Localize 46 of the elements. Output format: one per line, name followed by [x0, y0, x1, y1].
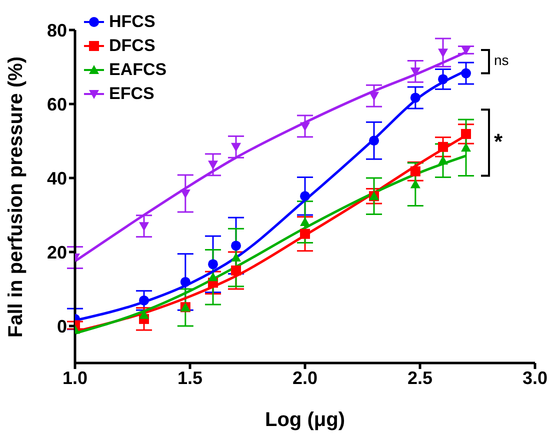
point	[369, 136, 379, 146]
legend-label: EFCS	[109, 84, 154, 104]
x-tick-label: 3.0	[522, 368, 548, 388]
point	[438, 156, 448, 165]
point	[300, 122, 310, 132]
y-tick-label: 60	[46, 94, 67, 114]
point	[410, 92, 420, 103]
y-tick-label: 80	[46, 20, 67, 40]
point	[231, 252, 241, 262]
point	[231, 266, 241, 276]
y-tick-label: 20	[46, 242, 67, 262]
y-axis-title: Fall in perfusion pressure (%)	[5, 56, 27, 338]
point	[461, 68, 471, 78]
annotation: *	[494, 128, 503, 154]
y-tick-label: 0	[56, 316, 67, 336]
point	[438, 142, 448, 152]
point	[231, 240, 241, 251]
x-axis-title: Log (μg)	[264, 409, 346, 432]
point	[300, 191, 310, 202]
x-tick-label: 2.0	[292, 368, 318, 388]
annotation: ns	[494, 52, 509, 68]
point	[180, 276, 190, 287]
point	[208, 160, 218, 170]
legend-label: EAFCS	[109, 60, 167, 80]
point	[208, 272, 218, 282]
x-tick-label: 1.5	[177, 368, 203, 388]
point	[180, 190, 190, 199]
point	[300, 217, 310, 226]
point	[369, 92, 379, 101]
x-tick-label: 1.0	[62, 368, 88, 388]
y-tick-label: 40	[46, 168, 67, 188]
point	[410, 166, 420, 176]
point	[461, 142, 471, 152]
x-tick-label: 2.5	[407, 368, 433, 388]
point	[438, 48, 448, 58]
point	[438, 74, 448, 84]
legend-label: DFCS	[109, 36, 156, 56]
legend-label: HFCS	[109, 12, 156, 32]
point	[410, 179, 420, 188]
point	[300, 228, 310, 239]
point	[461, 128, 471, 139]
point	[208, 259, 218, 270]
point	[231, 142, 241, 152]
point	[139, 222, 149, 232]
point	[461, 46, 471, 55]
point	[139, 295, 149, 306]
